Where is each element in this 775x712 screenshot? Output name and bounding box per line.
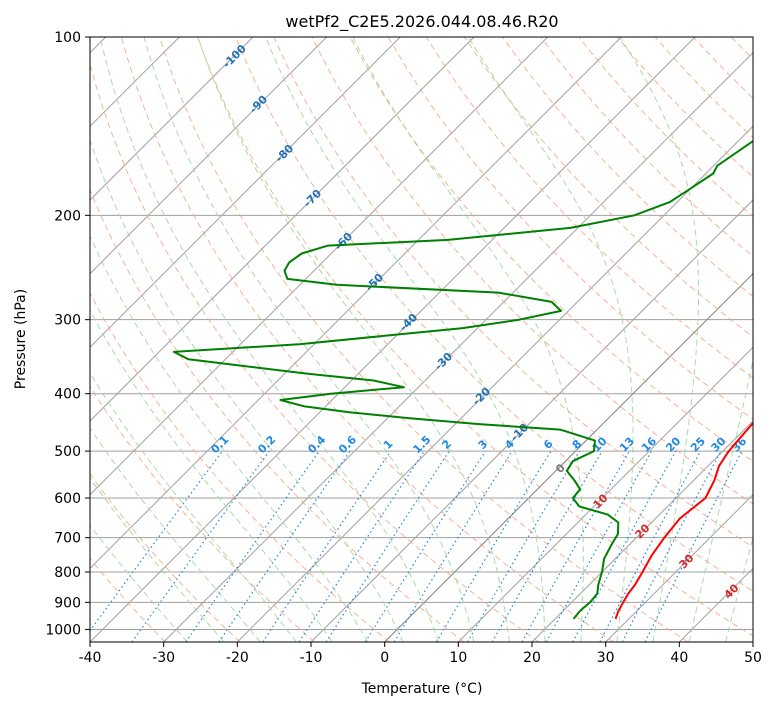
- y-tick-label: 100: [54, 30, 81, 46]
- y-axis-label: Pressure (hPa): [13, 289, 29, 389]
- y-tick-label: 500: [54, 444, 81, 460]
- y-tick-label: 800: [54, 565, 81, 581]
- x-tick-label: -10: [300, 650, 323, 666]
- y-tick-label: 300: [54, 313, 81, 329]
- x-axis-label: Temperature (°C): [361, 681, 483, 697]
- x-tick-label: 10: [449, 650, 467, 666]
- x-tick-label: 30: [597, 650, 615, 666]
- chart-title: wetPf2_C2E5.2026.044.08.46.R20: [285, 12, 558, 32]
- y-tick-label: 900: [54, 595, 81, 611]
- y-tick-label: 200: [54, 208, 81, 224]
- y-tick-label: 700: [54, 531, 81, 547]
- y-tick-label: 1000: [45, 622, 81, 638]
- x-tick-label: -30: [152, 650, 175, 666]
- x-tick-label: 40: [670, 650, 688, 666]
- x-tick-label: 50: [744, 650, 762, 666]
- x-tick-label: 0: [380, 650, 389, 666]
- y-tick-label: 600: [54, 491, 81, 507]
- x-tick-label: -20: [226, 650, 249, 666]
- x-tick-label: -40: [79, 650, 102, 666]
- y-tick-label: 400: [54, 387, 81, 403]
- x-tick-label: 20: [523, 650, 541, 666]
